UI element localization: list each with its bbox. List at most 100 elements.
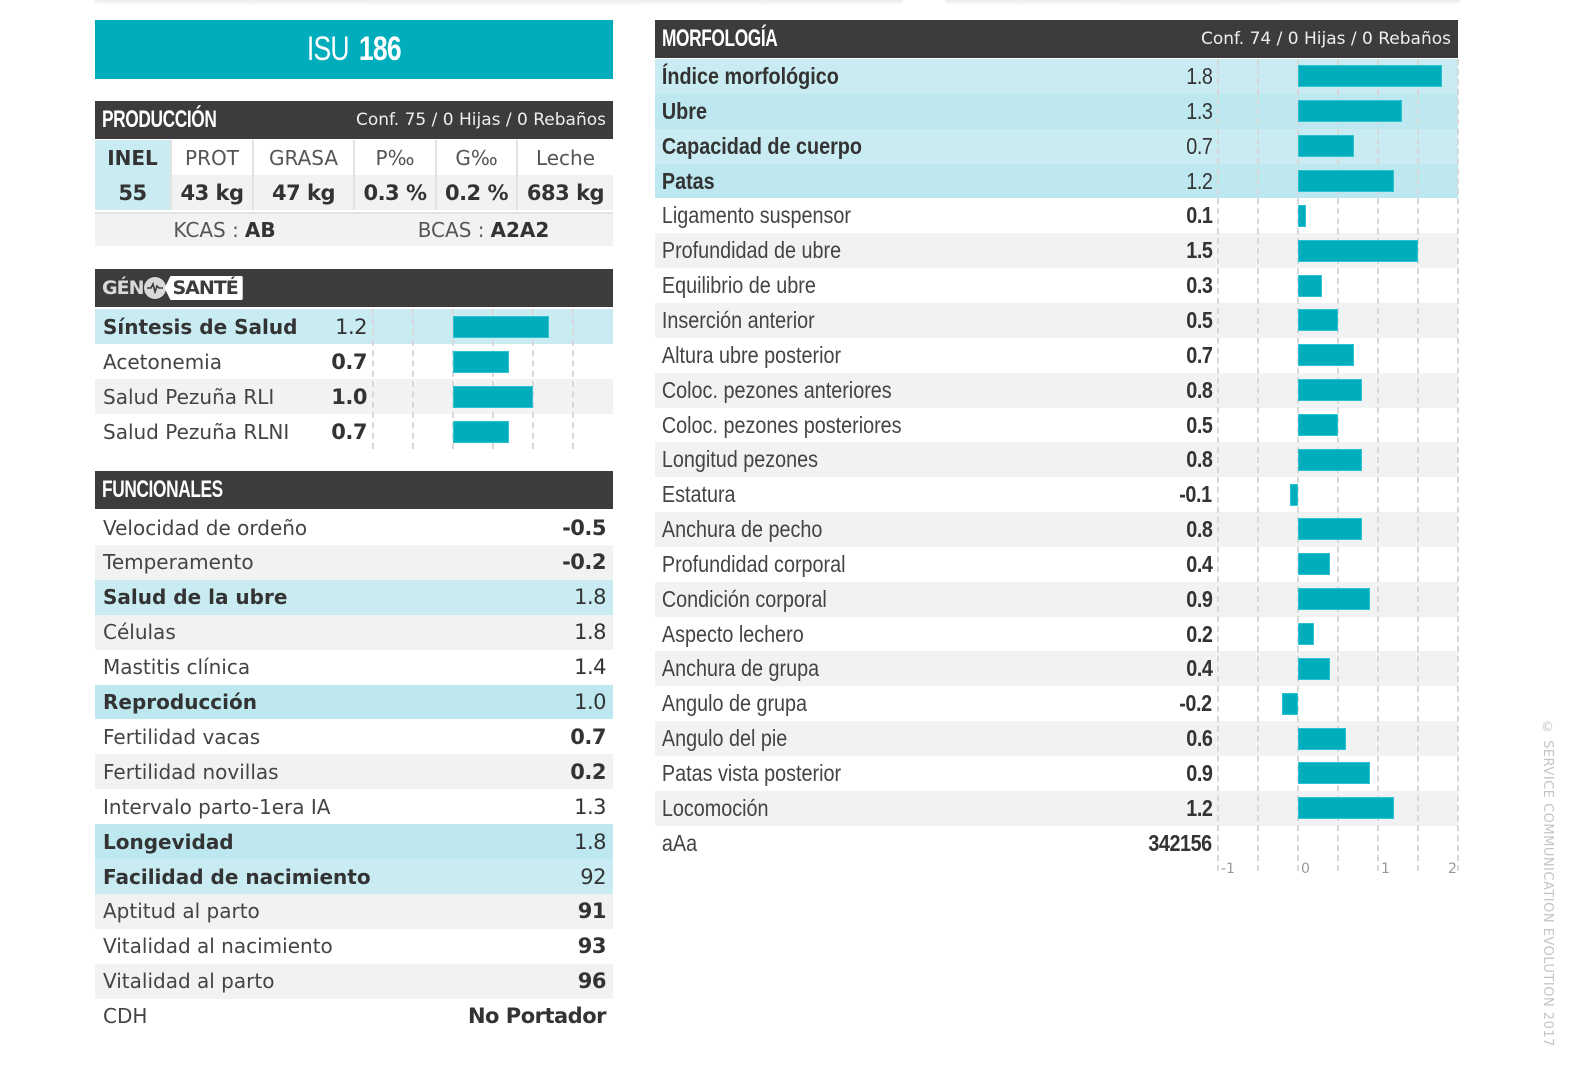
row-label: Coloc. pezones anteriores xyxy=(661,376,892,403)
row-value: 0.7 xyxy=(1185,132,1213,159)
produccion-value-cell: 47 kg xyxy=(254,175,355,210)
geno-sante-logo: GÉN SANTÉ xyxy=(102,276,243,300)
row-value: 0.8 xyxy=(1185,376,1213,403)
table-row: Equilibrio de ubre 0.3 xyxy=(655,268,1458,304)
table-row: Síntesis de Salud 1.2 xyxy=(95,309,613,344)
table-row: Longitud pezones 0.8 xyxy=(655,442,1458,478)
x-tick-label: 0 xyxy=(1301,861,1310,877)
table-row: Capacidad de cuerpo 0.7 xyxy=(655,128,1458,164)
row-value: 1.8 xyxy=(574,620,606,645)
row-value: 1.3 xyxy=(1185,97,1213,124)
row-label: Ligamento suspensor xyxy=(661,202,852,229)
row-label: Intervalo parto-1era IA xyxy=(103,794,331,819)
bcas: BCAS : A2A2 xyxy=(417,218,550,242)
row-label: Síntesis de Salud xyxy=(103,314,298,339)
table-row: Mastitis clínica 1.4 xyxy=(95,649,613,685)
bcas-value: A2A2 xyxy=(490,218,550,242)
table-row: Aptitud al parto 91 xyxy=(95,893,613,929)
table-row: Salud Pezuña RLI 1.0 xyxy=(95,379,613,414)
row-value: 0.4 xyxy=(1185,550,1213,577)
produccion-value-cell: 683 kg xyxy=(518,175,613,210)
row-value: 1.8 xyxy=(1185,63,1213,89)
row-value: 0.2 xyxy=(1185,620,1213,647)
row-label: Inserción anterior xyxy=(661,306,815,333)
table-row: Índice morfológico 1.8 xyxy=(655,59,1458,94)
produccion-table: INEL PROT GRASA P‰ G‰ Leche 55 43 kg 47 kg 0.3 % 0… xyxy=(95,140,613,210)
table-row: Longevidad 1.8 xyxy=(95,824,613,860)
row-label: Longitud pezones xyxy=(661,446,819,473)
top-shadow xyxy=(95,0,903,6)
funcionales-header: FUNCIONALES xyxy=(95,471,613,509)
row-value: 0.2 xyxy=(570,759,606,784)
row-value: -0.1 xyxy=(1179,481,1213,508)
produccion-value-cell: 0.2 % xyxy=(437,175,518,210)
row-label: Aspecto lechero xyxy=(661,620,804,647)
row-label: Longevidad xyxy=(103,829,234,854)
bull-title-banner: ISU 186 xyxy=(95,20,613,79)
table-row: Células 1.8 xyxy=(95,614,613,650)
row-label: Angulo del pie xyxy=(661,725,788,752)
table-row: Ligamento suspensor 0.1 xyxy=(655,198,1458,234)
row-label: Capacidad de cuerpo xyxy=(661,132,862,159)
table-row: Velocidad de ordeño -0.5 xyxy=(95,510,613,545)
table-row: Profundidad corporal 0.4 xyxy=(655,546,1458,582)
row-value: 1.3 xyxy=(574,794,606,819)
top-shadow xyxy=(945,0,1460,6)
table-row: Angulo de grupa -0.2 xyxy=(655,686,1458,722)
row-label: Temperamento xyxy=(103,550,254,575)
row-value: 0.1 xyxy=(1185,202,1213,229)
heartbeat-icon xyxy=(144,277,167,299)
table-row: Ubre 1.3 xyxy=(655,93,1458,129)
copyright-notice: © SERVICE COMMUNICATION EVOLUTION 2017 xyxy=(1540,720,1555,1047)
row-label: Aptitud al parto xyxy=(103,899,260,924)
row-value: 93 xyxy=(577,934,607,959)
x-tick-label: -1 xyxy=(1221,861,1235,877)
row-label: Patas vista posterior xyxy=(661,760,842,786)
morfologia-header: MORFOLOGÍA Conf. 74 / 0 Hijas / 0 Rebaño… xyxy=(655,20,1458,58)
table-row: Inserción anterior 0.5 xyxy=(655,302,1458,338)
table-row: Anchura de grupa 0.4 xyxy=(655,651,1458,687)
row-value: 0.5 xyxy=(1185,306,1213,333)
table-row: Patas vista posterior 0.9 xyxy=(655,756,1458,791)
row-label: Angulo de grupa xyxy=(661,690,808,717)
row-value: 0.7 xyxy=(570,724,606,749)
row-value: 0.4 xyxy=(1185,655,1213,682)
x-tick-label: 2 xyxy=(1448,861,1457,877)
row-label: Locomoción xyxy=(661,794,769,821)
row-value: No Portador xyxy=(467,1004,607,1029)
row-label: Índice morfológico xyxy=(661,63,839,89)
row-value: 1.5 xyxy=(1185,237,1213,264)
row-label: Vitalidad al nacimiento xyxy=(103,934,333,959)
row-label: Profundidad corporal xyxy=(661,550,846,577)
row-label: Anchura de grupa xyxy=(661,655,820,682)
produccion-header: PRODUCCIÓN Conf. 75 / 0 Hijas / 0 Rebaño… xyxy=(95,101,613,139)
table-row: Aspecto lechero 0.2 xyxy=(655,616,1458,652)
table-row: Patas 1.2 xyxy=(655,163,1458,199)
row-value: 0.3 xyxy=(1185,272,1213,299)
row-value: 1.4 xyxy=(574,655,606,680)
row-label: CDH xyxy=(103,1004,148,1029)
row-label: Profundidad de ubre xyxy=(661,237,842,264)
row-value: 0.7 xyxy=(331,349,367,374)
table-row: Coloc. pezones posteriores 0.5 xyxy=(655,407,1458,443)
row-value: 1.2 xyxy=(1185,794,1213,821)
x-tick-label: 1 xyxy=(1381,861,1390,877)
row-value: 1.2 xyxy=(1185,167,1213,194)
row-value: 1.0 xyxy=(331,384,367,409)
geno-sante-header: GÉN SANTÉ xyxy=(95,269,613,307)
row-value: 0.5 xyxy=(1185,411,1213,438)
table-row: Vitalidad al nacimiento 93 xyxy=(95,928,613,964)
row-label: Altura ubre posterior xyxy=(661,341,842,368)
row-label: Vitalidad al parto xyxy=(103,969,275,994)
table-row: Facilidad de nacimiento 92 xyxy=(95,859,613,894)
row-value: -0.2 xyxy=(562,550,606,575)
row-label: Velocidad de ordeño xyxy=(103,515,308,540)
kcas-value: AB xyxy=(244,218,276,242)
row-value: 96 xyxy=(577,969,607,994)
table-row: aAa 342156 xyxy=(655,825,1458,861)
row-label: Células xyxy=(103,620,176,645)
table-row: Fertilidad vacas 0.7 xyxy=(95,719,613,755)
row-label: Equilibrio de ubre xyxy=(661,272,816,299)
row-value: -0.5 xyxy=(562,515,606,540)
row-label: Salud de la ubre xyxy=(103,585,288,610)
